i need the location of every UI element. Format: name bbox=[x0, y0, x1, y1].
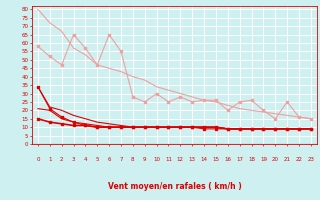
X-axis label: Vent moyen/en rafales ( km/h ): Vent moyen/en rafales ( km/h ) bbox=[108, 182, 241, 191]
